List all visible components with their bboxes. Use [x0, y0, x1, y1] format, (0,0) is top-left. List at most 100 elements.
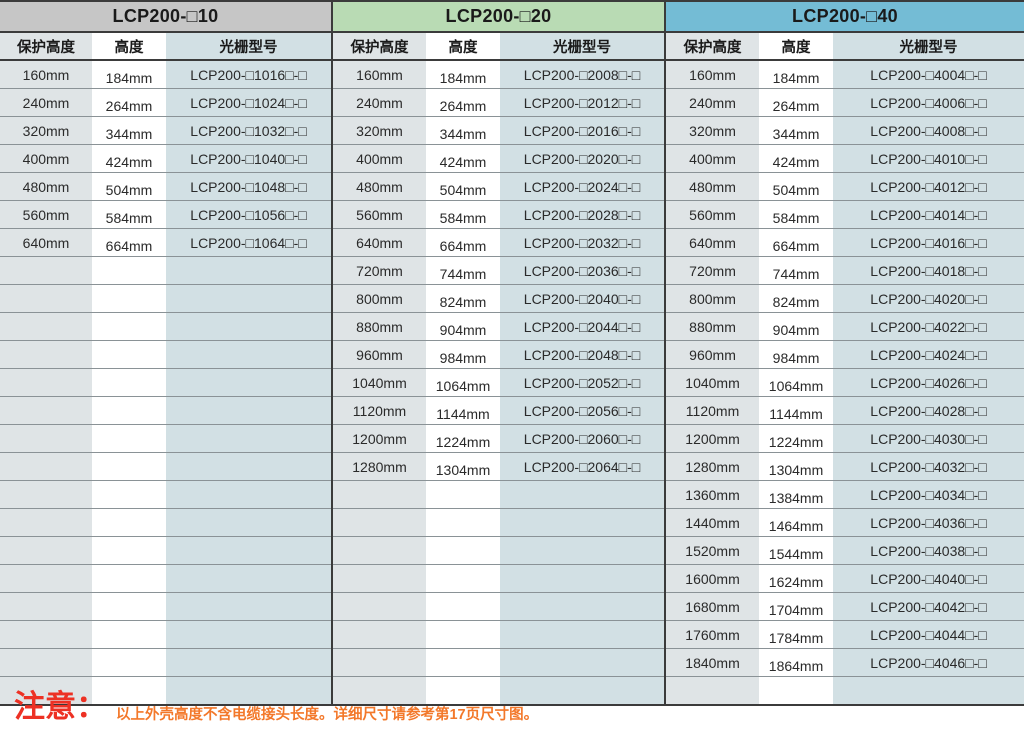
cell-model — [166, 424, 332, 453]
cell-model-text: LCP200-□4020□-□ — [870, 290, 987, 307]
cell-height: 1784mm — [759, 620, 834, 649]
table-row: 800mm 824mm LCP200-□2040□-□ 800mm 824mm LCP20… — [0, 284, 1024, 313]
cell-protect-height-text: 560mm — [689, 206, 736, 223]
cell-protect-height: 1680mm — [664, 592, 760, 621]
cell-protect-height — [0, 676, 92, 705]
cell-protect-height-text: 1040mm — [685, 374, 740, 391]
cell-model — [166, 284, 332, 313]
cell-height: 424mm — [759, 144, 834, 173]
cell-model-text: LCP200-□4010□-□ — [870, 150, 987, 167]
cell-protect-height-text: 320mm — [22, 122, 70, 139]
table-row: 880mm 904mm LCP200-□2044□-□ 880mm 904mm LCP20… — [0, 312, 1024, 341]
cell-protect-height-text: 1040mm — [352, 374, 407, 391]
table-row: 1760mm 1784mm LCP200-□4044□-□ — [0, 620, 1024, 649]
cell-height: 184mm — [426, 60, 500, 89]
cell-protect-height — [0, 368, 92, 397]
cell-model — [166, 508, 332, 537]
col-header-protect-height-3: 保护高度 — [664, 32, 760, 61]
cell-protect-height — [0, 452, 92, 481]
cell-model: LCP200-□2032□-□ — [500, 228, 666, 257]
cell-height — [92, 592, 166, 621]
cell-height: 1064mm — [759, 368, 834, 397]
cell-protect-height: 400mm — [0, 144, 92, 173]
cell-height-text: 904mm — [439, 321, 487, 338]
cell-height-text: 1304mm — [768, 461, 824, 478]
cell-protect-height — [0, 508, 92, 537]
cell-height — [426, 480, 500, 509]
group-header-row: LCP200-□10 LCP200-□20 LCP200-□40 — [0, 1, 1024, 33]
cell-protect-height: 1200mm — [331, 424, 426, 453]
table-row: 560mm 584mm LCP200-□1056□-□ 560mm 584mm LCP20… — [0, 200, 1024, 229]
cell-protect-height-text: 560mm — [356, 206, 403, 223]
cell-model — [166, 620, 332, 649]
cell-height — [92, 620, 166, 649]
cell-height-text: 584mm — [439, 209, 487, 226]
cell-model: LCP200-□4004□-□ — [833, 60, 1024, 89]
cell-model: LCP200-□4032□-□ — [833, 452, 1024, 481]
table-row: 1840mm 1864mm LCP200-□4046□-□ — [0, 648, 1024, 677]
cell-height: 744mm — [759, 256, 834, 285]
cell-model: LCP200-□2012□-□ — [500, 88, 666, 117]
cell-height-text: 1304mm — [435, 461, 491, 478]
cell-model: LCP200-□2036□-□ — [500, 256, 666, 285]
cell-protect-height-text: 960mm — [689, 346, 736, 363]
table-row: 480mm 504mm LCP200-□1048□-□ 480mm 504mm LCP20… — [0, 172, 1024, 201]
cell-height: 344mm — [92, 116, 166, 145]
cell-protect-height-text: 1360mm — [685, 486, 740, 503]
cell-model — [166, 564, 332, 593]
cell-height — [92, 340, 166, 369]
cell-height: 904mm — [426, 312, 500, 341]
cell-protect-height-text: 320mm — [689, 122, 736, 139]
cell-height-text: 824mm — [439, 293, 487, 310]
cell-height: 1624mm — [759, 564, 834, 593]
cell-height — [426, 648, 500, 677]
cell-protect-height-text: 1600mm — [685, 570, 740, 587]
col-header-protect-height-1: 保护高度 — [0, 32, 92, 61]
cell-height — [92, 648, 166, 677]
cell-protect-height: 640mm — [0, 228, 92, 257]
cell-protect-height: 960mm — [331, 340, 426, 369]
cell-protect-height: 560mm — [664, 200, 760, 229]
note-block: 注意： 以上外壳高度不含电缆接头长度。详细尺寸请参考第17页尺寸图。 — [0, 676, 1024, 736]
cell-protect-height-text: 1280mm — [352, 458, 407, 475]
cell-height — [92, 452, 166, 481]
cell-model: LCP200-□2056□-□ — [500, 396, 666, 425]
cell-height-text: 664mm — [105, 237, 153, 254]
cell-protect-height: 1280mm — [331, 452, 426, 481]
cell-protect-height: 160mm — [664, 60, 760, 89]
cell-height: 904mm — [759, 312, 834, 341]
cell-height: 584mm — [426, 200, 500, 229]
cell-protect-height-text: 1120mm — [352, 402, 407, 419]
cell-model — [166, 676, 332, 705]
cell-height: 1544mm — [759, 536, 834, 565]
cell-height: 264mm — [426, 88, 500, 117]
cell-model: LCP200-□4020□-□ — [833, 284, 1024, 313]
cell-height-text: 904mm — [772, 321, 820, 338]
cell-model-text: LCP200-□4018□-□ — [870, 262, 987, 279]
cell-model-text: LCP200-□2044□-□ — [523, 318, 641, 335]
cell-protect-height — [331, 480, 426, 509]
cell-protect-height-text: 480mm — [689, 178, 736, 195]
cell-protect-height: 1360mm — [664, 480, 760, 509]
cell-height-text: 504mm — [439, 181, 487, 198]
cell-model: LCP200-□4030□-□ — [833, 424, 1024, 453]
cell-model: LCP200-□4044□-□ — [833, 620, 1024, 649]
cell-protect-height — [0, 424, 92, 453]
cell-protect-height-text: 800mm — [356, 290, 403, 307]
cell-protect-height: 880mm — [664, 312, 760, 341]
cell-height: 824mm — [426, 284, 500, 313]
cell-height-text: 1544mm — [768, 545, 824, 562]
cell-height-text: 1224mm — [768, 433, 824, 450]
cell-height: 984mm — [759, 340, 834, 369]
cell-protect-height: 480mm — [331, 172, 426, 201]
table-row: 1520mm 1544mm LCP200-□4038□-□ — [0, 536, 1024, 565]
cell-model — [166, 368, 332, 397]
cell-protect-height-text: 240mm — [356, 94, 403, 111]
cell-height — [92, 396, 166, 425]
cell-model-text: LCP200-□2028□-□ — [523, 206, 641, 223]
cell-height: 1464mm — [759, 508, 834, 537]
cell-model — [500, 648, 666, 677]
cell-height-text: 184mm — [439, 69, 487, 86]
table-row: 320mm 344mm LCP200-□1032□-□ 320mm 344mm LCP20… — [0, 116, 1024, 145]
